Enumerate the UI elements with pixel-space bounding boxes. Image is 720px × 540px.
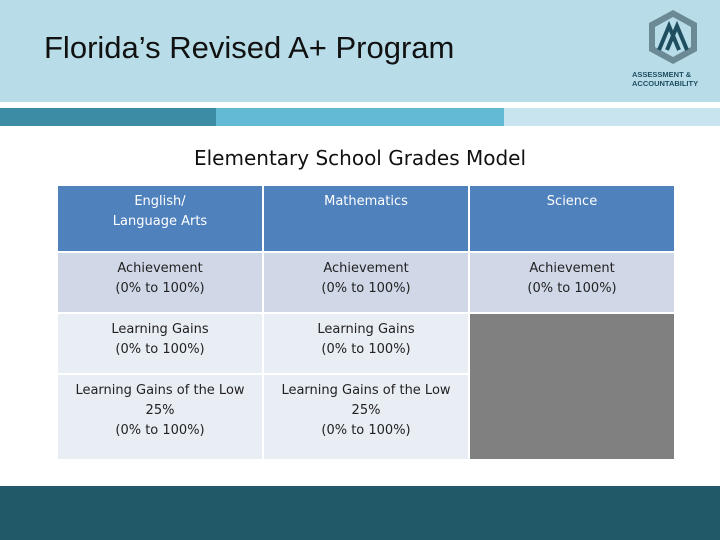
footer-bar [0, 486, 720, 540]
cell-line: (0% to 100%) [527, 281, 617, 296]
subtitle: Elementary School Grades Model [193, 146, 527, 170]
cell-line: (0% to 100%) [321, 423, 411, 438]
title: Florida’s Revised A+ Program [44, 30, 455, 65]
cell-line: Achievement [529, 261, 615, 276]
table-cell: Achievement (0% to 100%) [264, 253, 468, 312]
cell-line: (0% to 100%) [321, 281, 411, 296]
logo-line: ASSESSMENT & [632, 70, 692, 79]
cell-line: (0% to 100%) [115, 342, 205, 357]
accent-strip [0, 108, 216, 126]
cell-line: Achievement [323, 261, 409, 276]
table-cell: Learning Gains (0% to 100%) [264, 314, 468, 373]
grades-table: English/Language Arts Mathematics Science A… [56, 184, 676, 461]
cell-line: Learning Gains of the Low [281, 383, 451, 398]
cell-line: Learning Gains of the Low [75, 383, 245, 398]
table-cell: Achievement (0% to 100%) [58, 253, 262, 312]
table-row: Learning Gains of the Low 25% (0% to 100%)… [58, 375, 674, 459]
table-cell: Mathematics [264, 186, 468, 251]
empty-cell [470, 314, 674, 459]
cell-line: Learning Gains [317, 322, 415, 337]
cell-line: (0% to 100%) [115, 423, 205, 438]
logo-icon [649, 10, 697, 64]
cell-line: 25% [351, 403, 381, 418]
cell-line: Language Arts [112, 214, 208, 229]
cell-line: English/ [134, 194, 186, 209]
cell-line: Mathematics [324, 194, 408, 209]
logo-letters [657, 20, 689, 51]
cell-line: Science [546, 194, 598, 209]
logo-text: ASSESSMENT & ACCOUNTABILITY [632, 70, 698, 88]
table-cell: Learning Gains of the Low 25% (0% to 100%) [264, 375, 468, 459]
table-cell: Learning Gains (0% to 100%) [58, 314, 262, 373]
table-cell: Science [470, 186, 674, 251]
table-cell: Achievement (0% to 100%) [470, 253, 674, 312]
table-row: Learning Gains (0% to 100%) Learning Gains… [58, 314, 674, 459]
cell-line: Learning Gains [111, 322, 209, 337]
header-row: English/Language Arts Mathematics Science [58, 186, 674, 251]
table-cell: English/Language Arts [58, 186, 262, 251]
cell-line: 25% [145, 403, 175, 418]
cell-line: Achievement [117, 261, 203, 276]
logo-line: ACCOUNTABILITY [632, 79, 699, 88]
table-row: Achievement (0% to 100%) Achievement (0% to… [58, 253, 674, 312]
cell-line: (0% to 100%) [115, 281, 205, 296]
accent-strip [216, 108, 504, 126]
header-bar [0, 0, 720, 102]
table-cell: Learning Gains of the Low 25% (0% to 100%) [58, 375, 262, 459]
accent-strip [504, 108, 720, 126]
cell-line: (0% to 100%) [321, 342, 411, 357]
